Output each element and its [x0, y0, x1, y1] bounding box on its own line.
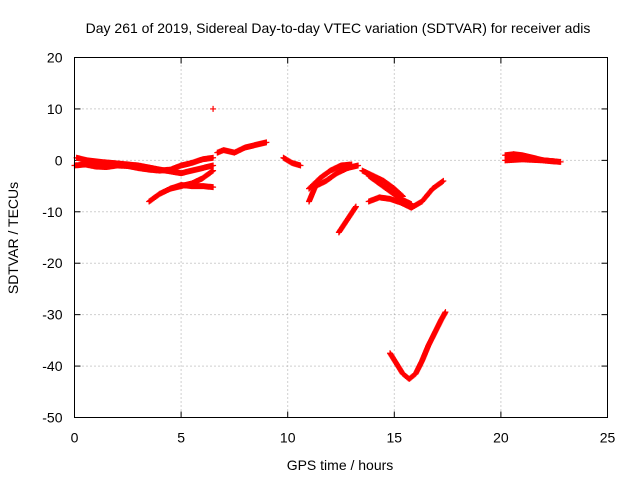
data-points	[71, 105, 564, 382]
x-tick-label: 15	[387, 430, 403, 446]
plus-markers	[502, 156, 558, 165]
x-tick-label: 0	[71, 430, 79, 446]
chart-title: Day 261 of 2019, Sidereal Day-to-day VTE…	[86, 20, 591, 36]
plot-frame	[74, 57, 608, 418]
plus-markers	[365, 177, 447, 211]
series-track-d	[167, 182, 217, 192]
axis-ticks: 0 5 10 15 20 25 -50 -40 -30 -20 -10 0 10 20	[42, 50, 615, 446]
y-axis-label: SDTVAR / TECUs	[5, 182, 21, 294]
plus-markers	[335, 203, 359, 236]
series-track-h	[306, 161, 355, 192]
y-tick-label: -50	[42, 410, 62, 426]
plus-markers	[387, 309, 449, 382]
plus-markers	[73, 154, 217, 177]
series-track-e	[214, 139, 270, 156]
y-tick-label: 20	[47, 50, 63, 66]
x-tick-label: 20	[493, 430, 509, 446]
y-tick-label: -20	[42, 255, 62, 271]
y-tick-label: -40	[42, 358, 62, 374]
series-track-l	[359, 167, 406, 200]
y-tick-label: -10	[42, 204, 62, 220]
series-track-m	[387, 309, 449, 382]
plus-markers	[167, 182, 217, 192]
x-tick-label: 5	[177, 430, 185, 446]
grid	[74, 57, 608, 418]
plus-markers	[359, 167, 406, 200]
plus-markers	[214, 139, 270, 156]
series-track-i	[335, 203, 359, 236]
series-track-b	[73, 154, 217, 177]
plus-markers	[280, 154, 304, 169]
series-outlier	[210, 105, 217, 112]
series-track-o	[502, 156, 558, 165]
series-track-f	[280, 154, 304, 169]
plus-markers	[210, 105, 217, 112]
series-track-j	[365, 177, 447, 211]
x-tick-label: 10	[280, 430, 296, 446]
x-tick-label: 25	[600, 430, 616, 446]
y-tick-label: -30	[42, 307, 62, 323]
y-tick-label: 0	[55, 152, 63, 168]
y-tick-label: 10	[47, 101, 63, 117]
x-axis-label: GPS time / hours	[287, 457, 394, 473]
plus-markers	[306, 161, 355, 192]
